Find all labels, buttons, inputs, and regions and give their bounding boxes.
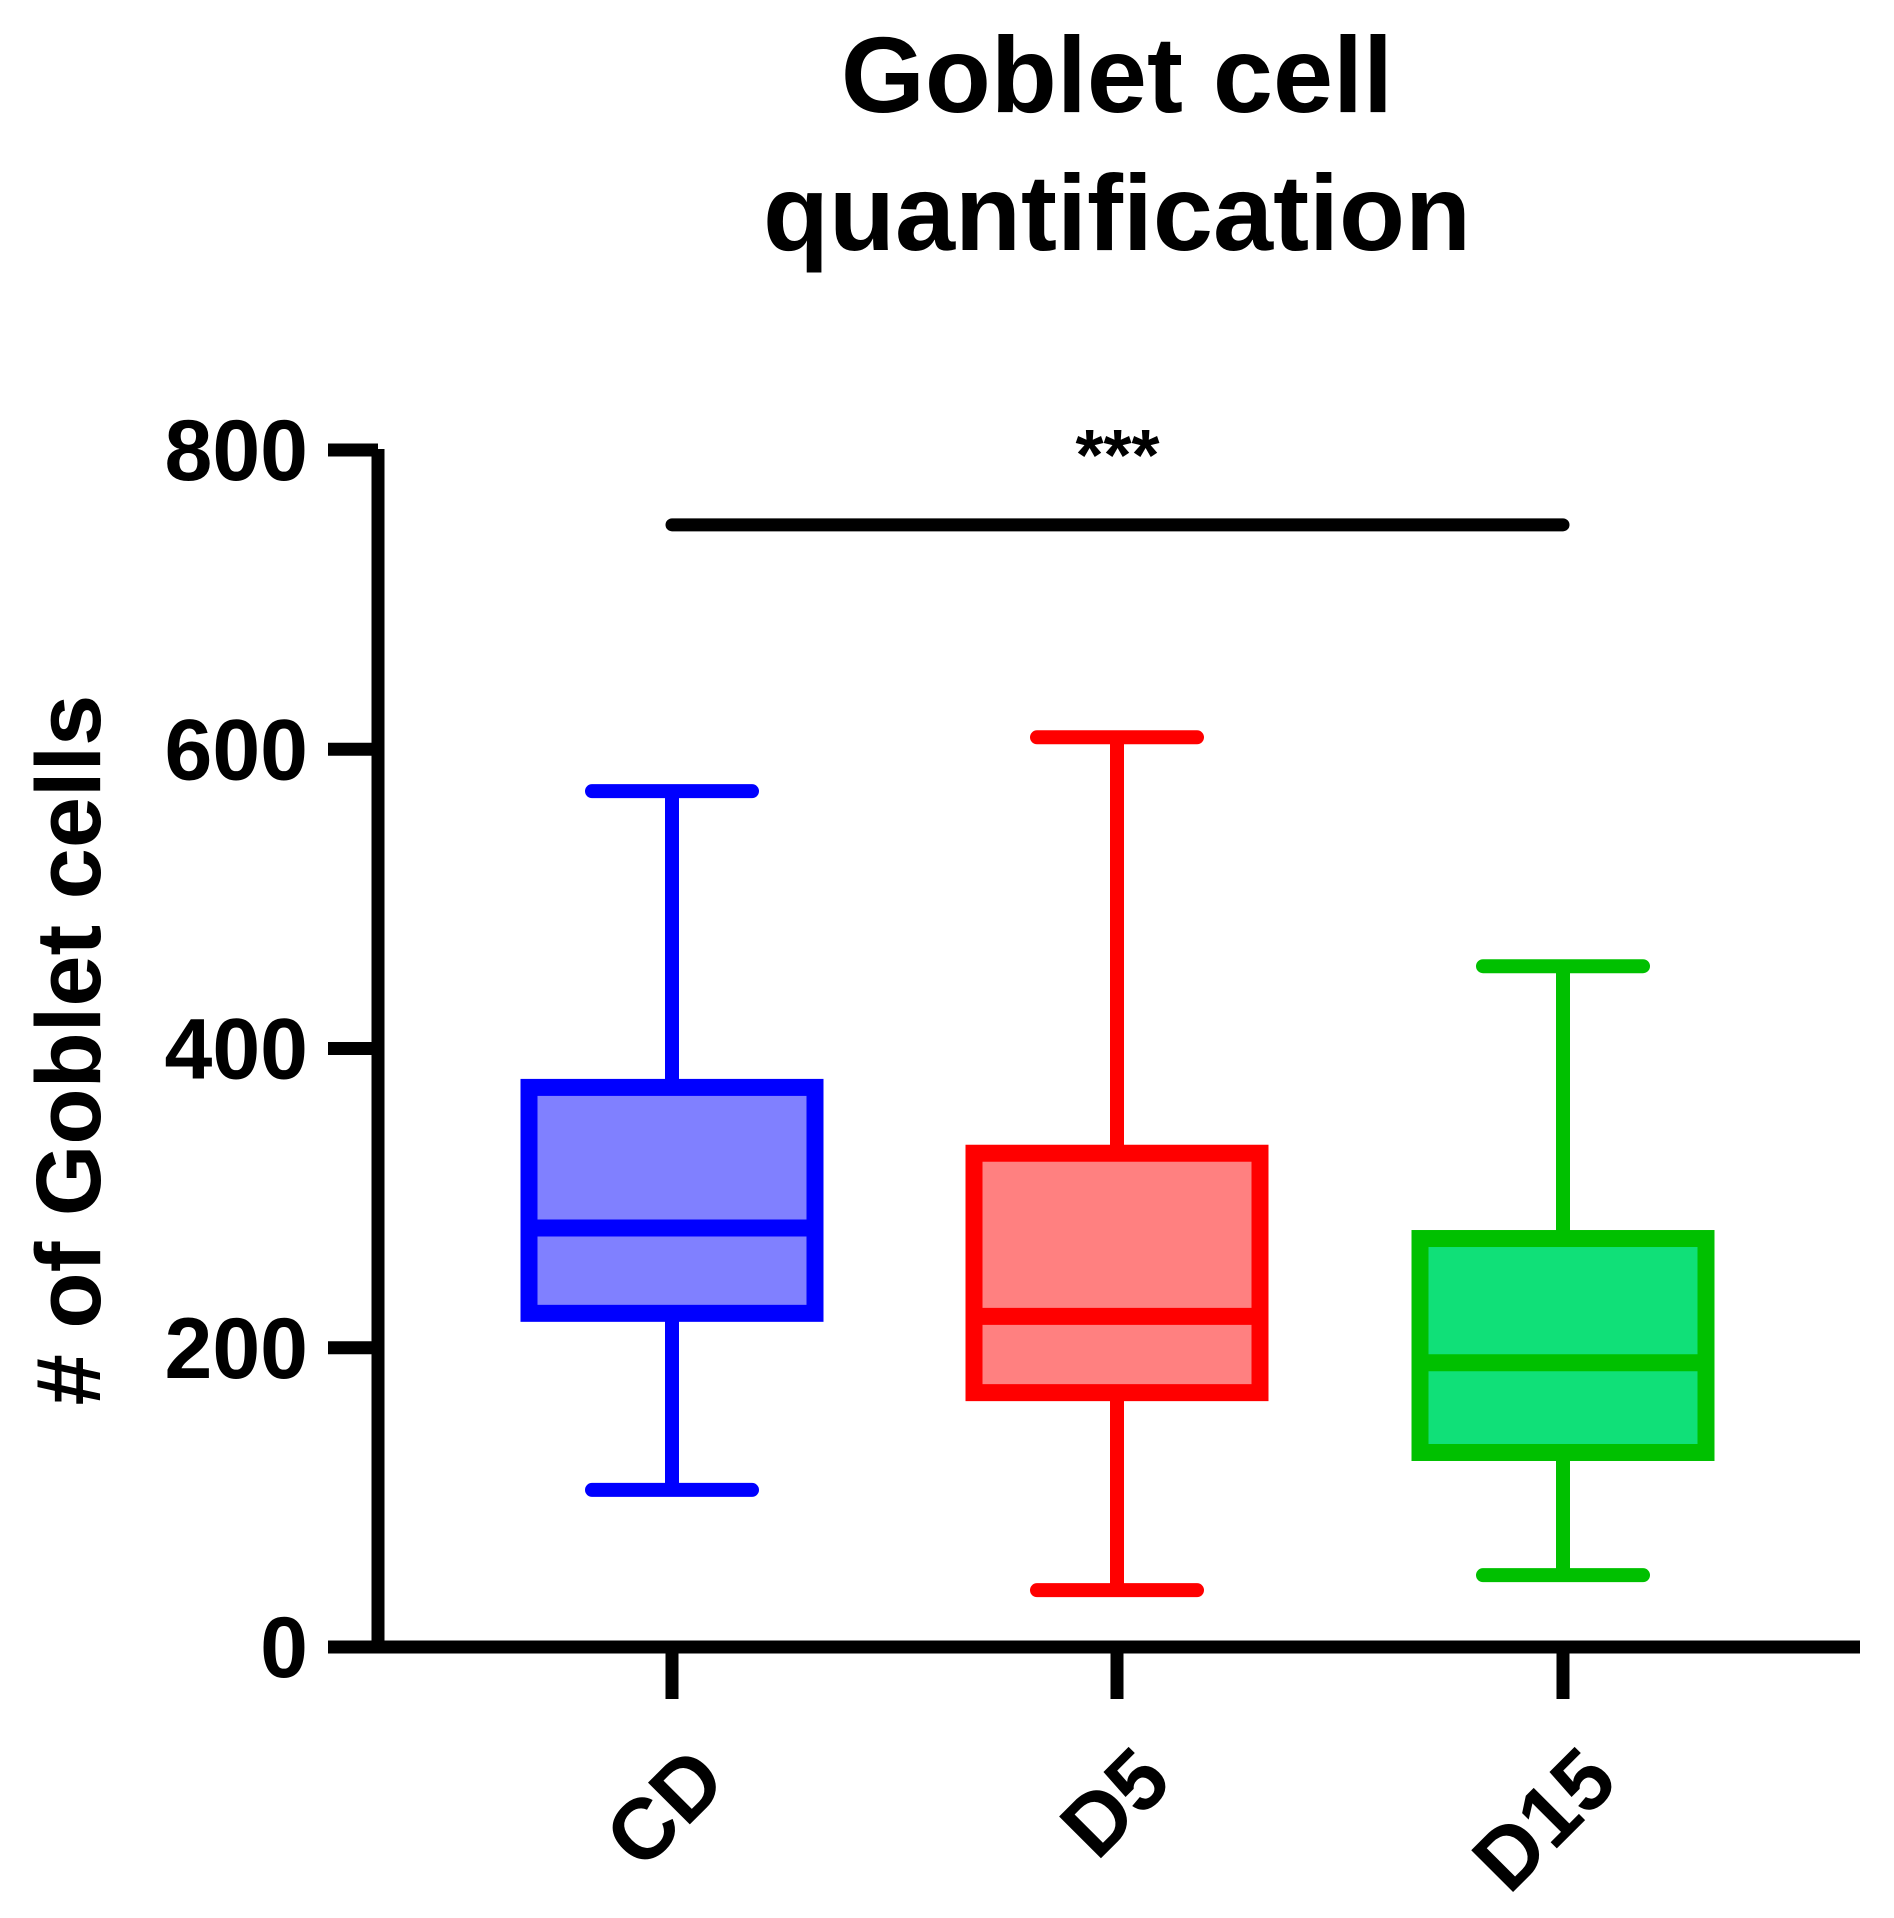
chart-title-line-1: Goblet cell (841, 14, 1393, 135)
chart-title: Goblet cell quantification (763, 14, 1471, 273)
y-tick-label-800: 800 (165, 403, 309, 499)
x-tick-label-d15: D15 (1455, 1730, 1634, 1909)
y-tick-label-400: 400 (165, 1002, 309, 1098)
y-axis-label: # of Goblet cells (18, 695, 120, 1406)
x-tick-label-cd: CD (587, 1730, 743, 1886)
significance-label: *** (1075, 416, 1159, 496)
plot-area: 0 200 400 600 800 CD D5 D15 *** (165, 403, 1860, 1910)
y-tick-label-0: 0 (260, 1600, 308, 1696)
chart-title-line-2: quantification (763, 152, 1471, 273)
box-cd (520, 1078, 824, 1322)
y-tick-label-200: 200 (165, 1301, 309, 1397)
y-tick-label-600: 600 (165, 702, 309, 798)
x-tick-label-d5: D5 (1042, 1730, 1188, 1876)
box-d15 (1411, 1230, 1715, 1461)
box-d5 (965, 1144, 1269, 1402)
